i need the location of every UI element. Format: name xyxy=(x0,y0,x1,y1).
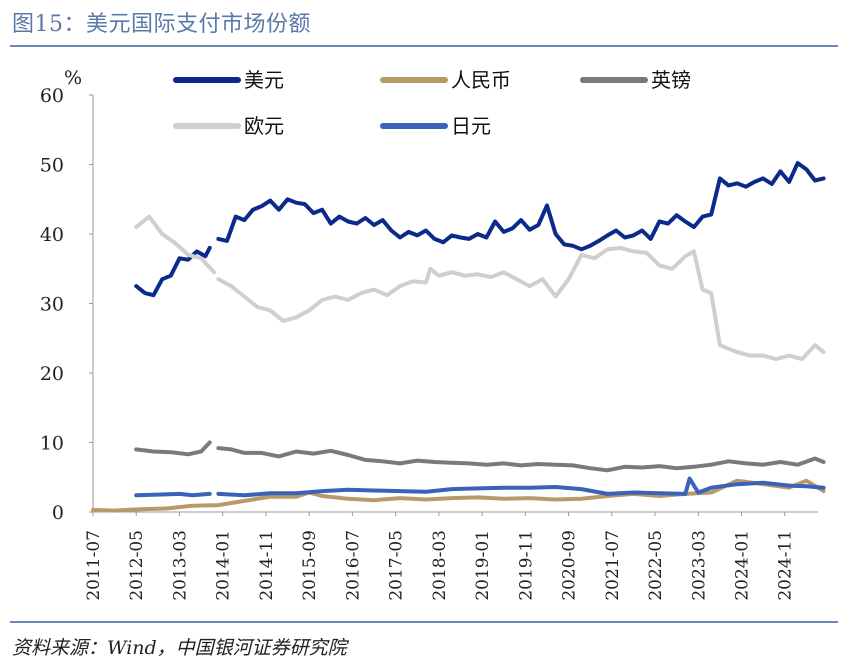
source-note: 资料来源：Wind，中国银河证券研究院 xyxy=(12,637,347,659)
x-tick-label: 2017-05 xyxy=(387,530,407,601)
x-tick-label: 2013-03 xyxy=(170,530,190,601)
y-tick-label: 10 xyxy=(40,433,64,455)
x-tick-label: 2015-09 xyxy=(300,530,320,601)
legend-label: 人民币 xyxy=(451,68,511,92)
chart-title: 图15：美元国际支付市场份额 xyxy=(12,12,311,37)
series-line-4 xyxy=(134,476,826,498)
x-tick-label: 2014-11 xyxy=(257,530,277,601)
source-divider xyxy=(10,621,838,623)
x-tick-label: 2018-03 xyxy=(430,530,450,601)
x-tick-label: 2021-07 xyxy=(603,530,623,601)
line-chart: 0 10 20 30 40 50 60% 2011-07 2012-05 2013-03 2014-… xyxy=(40,67,826,601)
x-tick-label: 2024-11 xyxy=(776,530,796,601)
legend-label: 美元 xyxy=(244,68,284,92)
x-tick-label: 2024-01 xyxy=(733,530,753,601)
y-tick-label: 0 xyxy=(52,502,64,524)
x-tick-label: 2019-11 xyxy=(516,530,536,601)
x-tick-label: 2022-05 xyxy=(646,530,666,601)
y-tick-label: 60 xyxy=(40,85,64,107)
series-line-0 xyxy=(134,161,826,298)
x-tick-label: 2014-01 xyxy=(214,530,234,601)
x-tick-label: 2020-09 xyxy=(560,530,580,601)
y-tick-label: 50 xyxy=(40,155,64,177)
y-unit-label: % xyxy=(64,67,82,89)
y-tick-label: 30 xyxy=(40,294,64,316)
x-tick-label: 2023-03 xyxy=(689,530,709,601)
y-tick-label: 40 xyxy=(40,224,64,246)
x-tick-label: 2016-07 xyxy=(343,530,363,601)
title-divider xyxy=(10,45,838,47)
series-line-3 xyxy=(134,214,826,362)
y-tick-label: 20 xyxy=(40,363,64,385)
series-line-2 xyxy=(134,440,826,473)
x-tick-label: 2012-05 xyxy=(127,530,147,601)
x-tick-label: 2019-01 xyxy=(473,530,493,601)
series-line-1 xyxy=(91,478,826,513)
legend-label: 英镑 xyxy=(651,68,691,92)
x-tick-label: 2011-07 xyxy=(84,530,104,601)
legend-label: 日元 xyxy=(451,114,491,138)
legend-label: 欧元 xyxy=(244,114,284,138)
